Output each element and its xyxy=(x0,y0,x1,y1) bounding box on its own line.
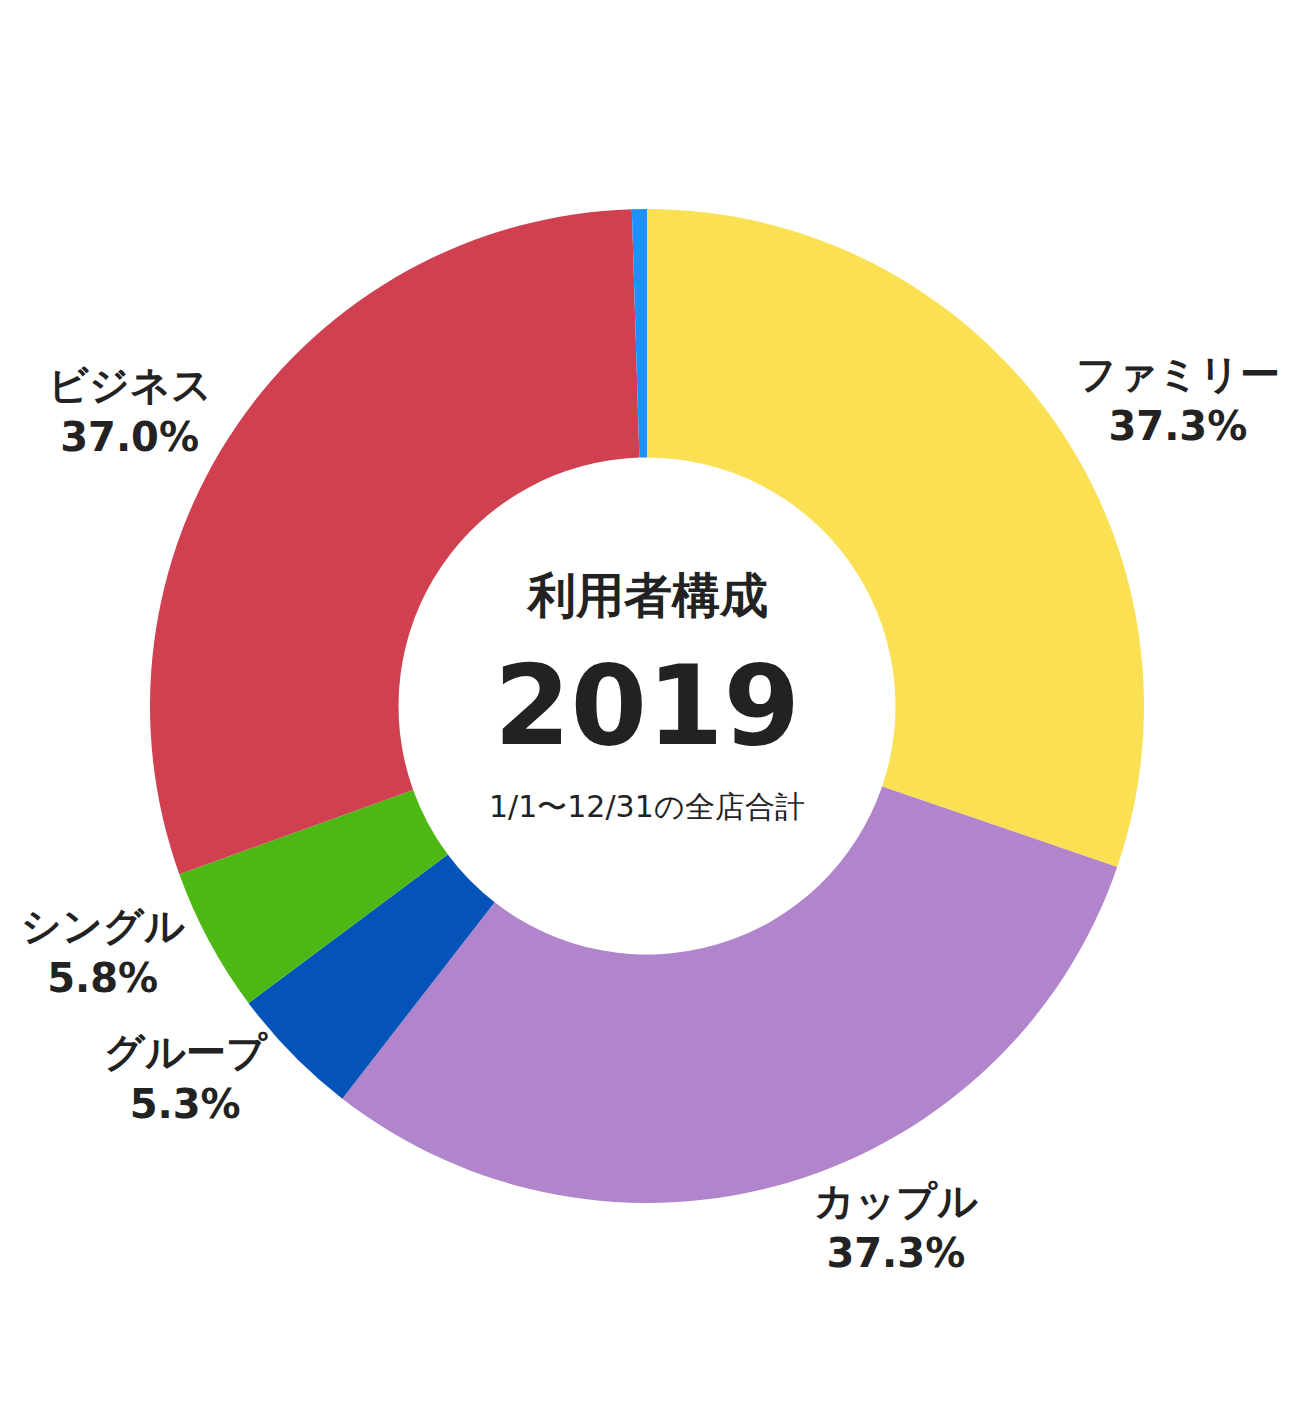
svg-text:利用者構成: 利用者構成 xyxy=(526,567,768,623)
svg-text:1/1〜12/31の全店合計: 1/1〜12/31の全店合計 xyxy=(489,789,805,824)
svg-text:ファミリー37.3%: ファミリー37.3% xyxy=(1076,351,1280,449)
svg-text:カップル37.3%: カップル37.3% xyxy=(814,1178,978,1276)
svg-text:ビジネス37.0%: ビジネス37.0% xyxy=(48,362,212,460)
svg-text:グループ5.3%: グループ5.3% xyxy=(104,1029,268,1127)
svg-text:2019: 2019 xyxy=(494,642,800,770)
svg-text:シングル5.8%: シングル5.8% xyxy=(21,903,185,1001)
